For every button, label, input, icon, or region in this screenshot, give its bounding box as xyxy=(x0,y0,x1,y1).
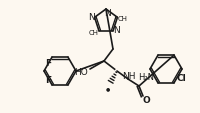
Text: HO: HO xyxy=(74,68,87,77)
Text: H₂N: H₂N xyxy=(137,73,153,82)
Text: CH: CH xyxy=(117,16,127,22)
Text: N: N xyxy=(104,8,111,17)
Text: Cl: Cl xyxy=(175,74,185,83)
Text: ●: ● xyxy=(105,86,110,91)
Text: NH: NH xyxy=(122,72,135,81)
Text: F: F xyxy=(45,58,51,67)
Text: F: F xyxy=(45,76,51,85)
Text: CH: CH xyxy=(89,29,98,35)
Text: N: N xyxy=(112,26,119,35)
Text: N: N xyxy=(88,13,94,22)
Text: O: O xyxy=(141,96,149,105)
